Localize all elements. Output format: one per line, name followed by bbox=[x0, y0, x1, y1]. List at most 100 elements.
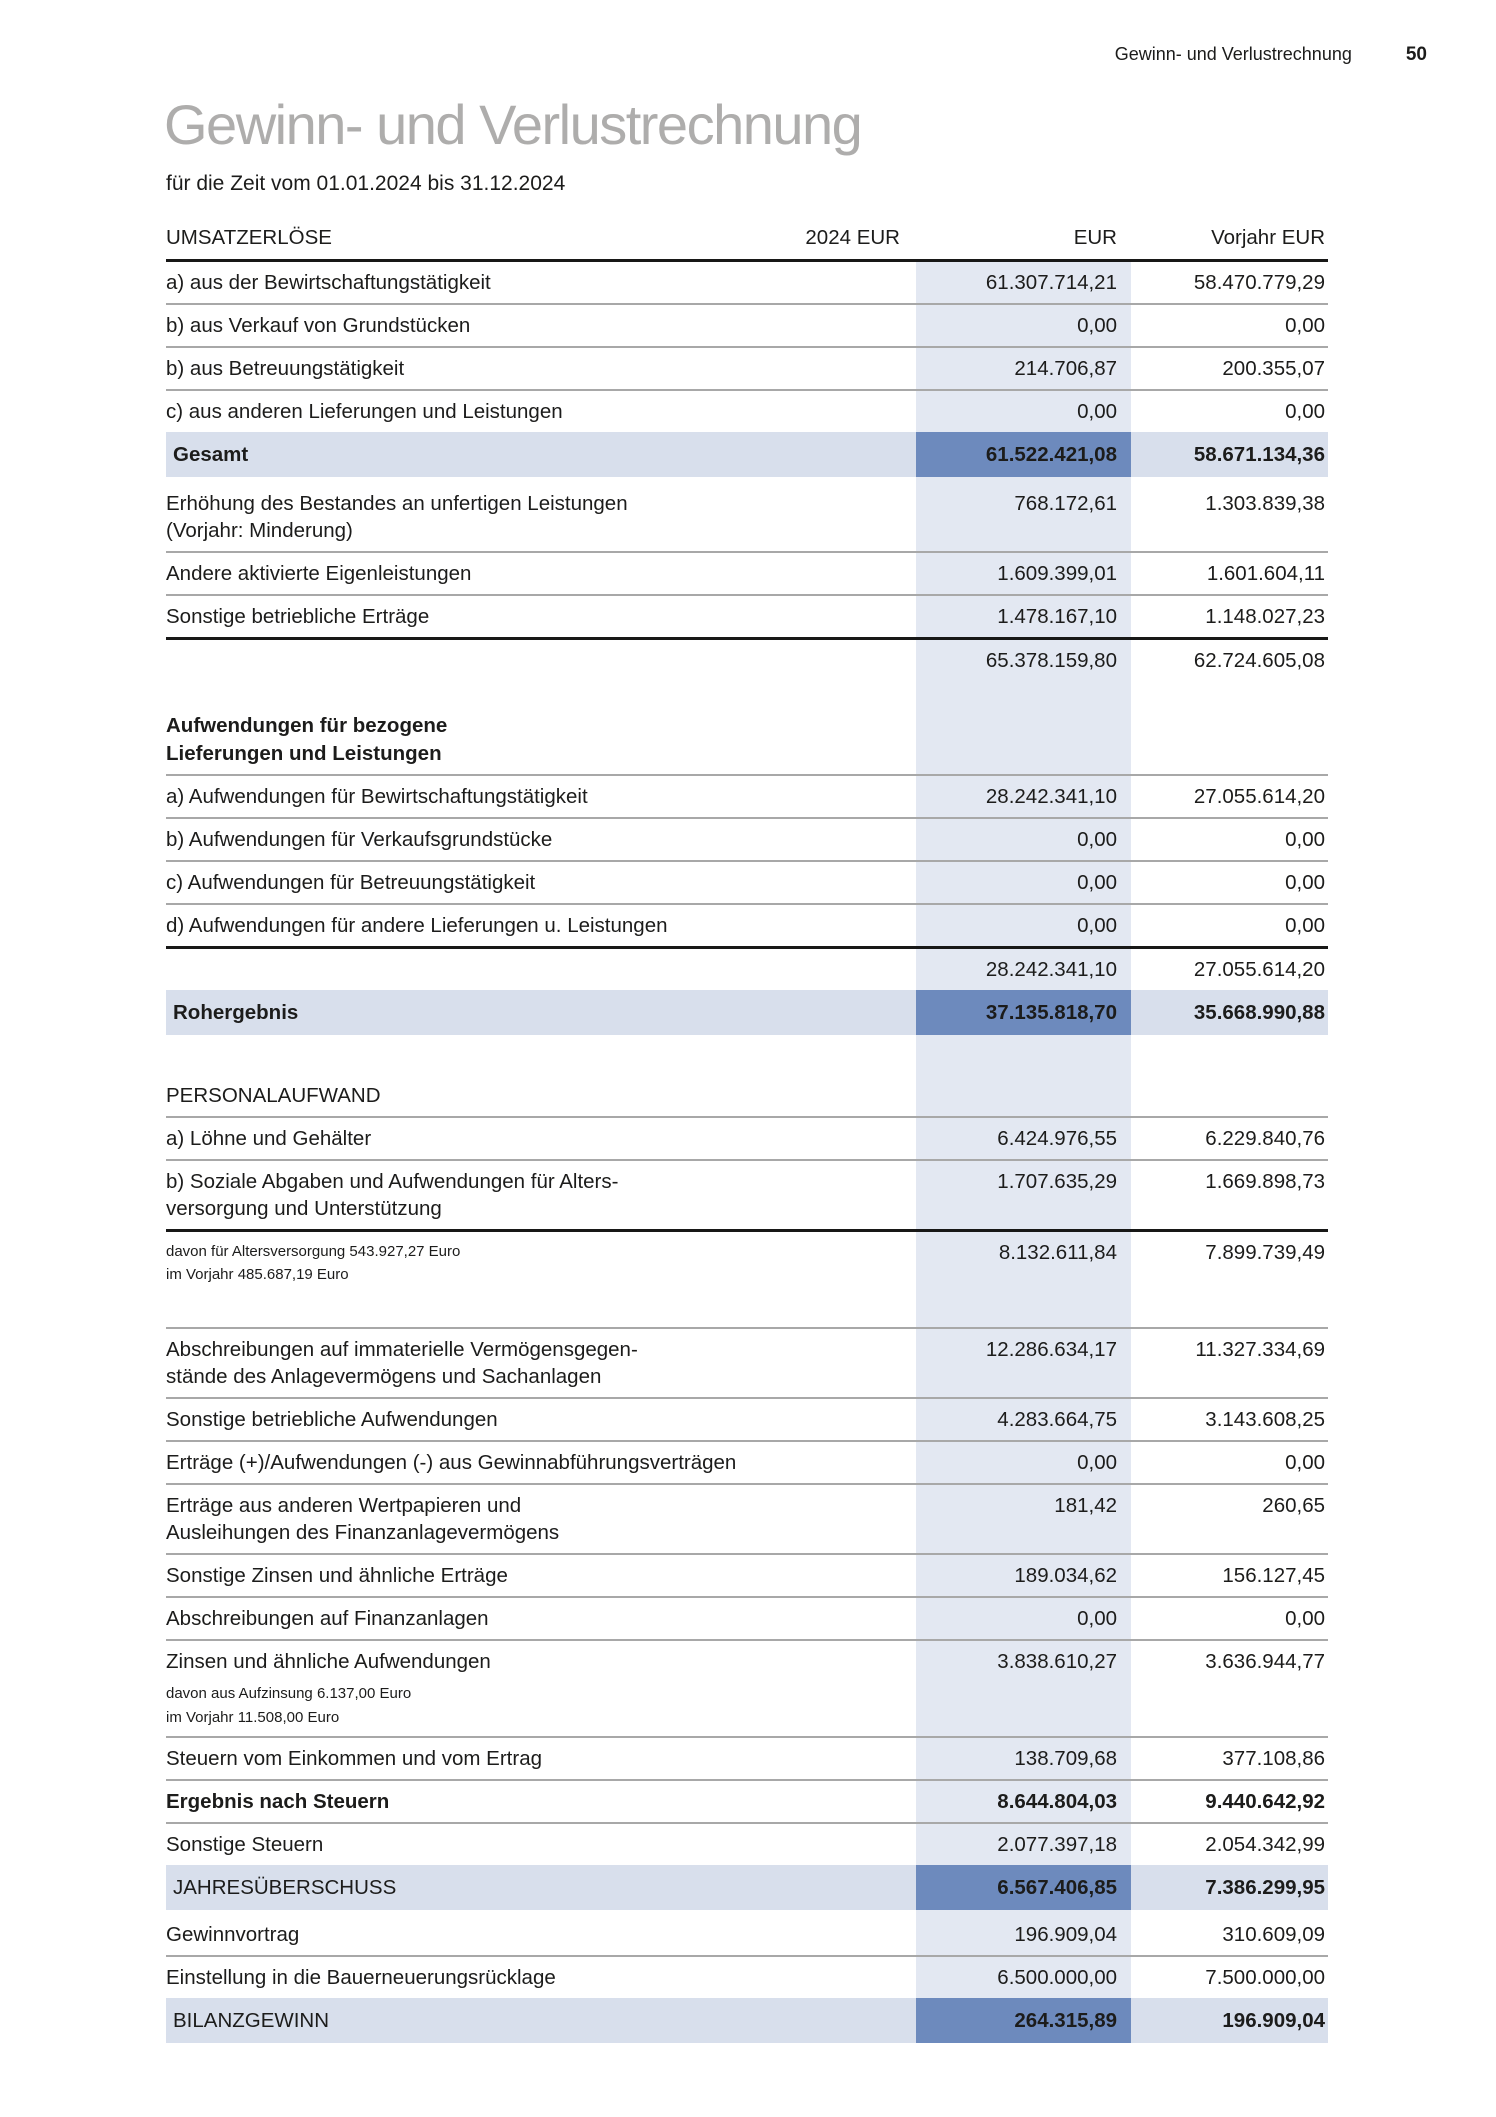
row-label: a) Löhne und Gehälter bbox=[166, 1126, 372, 1150]
row-value-vorjahr: 3.143.608,25 bbox=[1205, 1408, 1325, 1432]
running-header: Gewinn- und Verlustrechnung 50 bbox=[1115, 44, 1427, 66]
row-value-eur: 0,00 bbox=[916, 1598, 1131, 1640]
row-label-line2: im Vorjahr 485.687,19 Euro bbox=[166, 1265, 349, 1283]
table-row: Sonstige betriebliche Erträge 1.478.167,1… bbox=[166, 596, 1328, 641]
row-value-vorjahr bbox=[1131, 1035, 1328, 1075]
row-value-vorjahr: 1.601.604,11 bbox=[1206, 562, 1325, 586]
row-value-vorjahr: 310.609,09 bbox=[1222, 1923, 1325, 1947]
row-label-line2: versorgung und Unterstützung bbox=[166, 1196, 442, 1220]
row-value-eur: 65.378.159,80 bbox=[916, 640, 1131, 682]
row-value-eur: 0,00 bbox=[916, 818, 1131, 860]
row-label-line2: (Vorjahr: Minderung) bbox=[166, 519, 353, 543]
table-row: Erhöhung des Bestandes an unfertigen Lei… bbox=[166, 483, 1328, 554]
row-value-vorjahr: 11.327.334,69 bbox=[1195, 1338, 1325, 1362]
row-label: Erhöhung des Bestandes an unfertigen Lei… bbox=[166, 483, 916, 551]
table-header-row: UMSATZERLÖSE 2024 EUR EUR Vorjahr EUR bbox=[166, 226, 1328, 262]
row-value-eur: 768.172,61 bbox=[916, 483, 1131, 552]
row-value-eur bbox=[916, 1293, 1131, 1328]
column-header-2024-eur: 2024 EUR bbox=[805, 226, 900, 249]
row-label: a) Aufwendungen für Bewirtschaftungstäti… bbox=[166, 784, 588, 808]
row-value-vorjahr: 0,00 bbox=[1285, 1607, 1325, 1631]
row-value-eur: 8.644.804,03 bbox=[916, 1781, 1131, 1823]
row-label-line2: stände des Anlagevermögens und Sachanlag… bbox=[166, 1365, 602, 1389]
row-label: a) aus der Bewirtschaftungstätigkeit bbox=[166, 271, 491, 294]
table-row: Abschreibungen auf Finanzanlagen 0,00 0,00 bbox=[166, 1598, 1328, 1642]
row-value-vorjahr: 156.127,45 bbox=[1222, 1564, 1325, 1588]
row-value-vorjahr: 1.148.027,23 bbox=[1205, 605, 1325, 629]
row-label: davon für Altersversorgung 543.927,27 Eu… bbox=[166, 1232, 916, 1293]
row-value-vorjahr: 1.303.839,38 bbox=[1205, 492, 1325, 516]
table-row: Sonstige Steuern 2.077.397,18 2.054.342,99 bbox=[166, 1824, 1328, 1866]
spacer-row bbox=[166, 681, 1328, 706]
table-row: a) Aufwendungen für Bewirtschaftungstäti… bbox=[166, 775, 1328, 819]
table-row: b) aus Betreuungstätigkeit 214.706,87 200.… bbox=[166, 348, 1328, 392]
table-row: c) Aufwendungen für Betreuungstätigkeit 0… bbox=[166, 861, 1328, 905]
row-value-vorjahr: 27.055.614,20 bbox=[1193, 784, 1325, 808]
row-value-vorjahr: 6.229.840,76 bbox=[1205, 1126, 1325, 1150]
table-row: BILANZGEWINN 264.315,89 196.909,04 bbox=[166, 1998, 1328, 2044]
row-value-eur: 37.135.818,70 bbox=[916, 989, 1131, 1035]
row-value-eur: 1.707.635,29 bbox=[916, 1160, 1131, 1230]
table-row: Erträge aus anderen Wertpapieren und Ausl… bbox=[166, 1485, 1328, 1556]
row-value-eur: 1.478.167,10 bbox=[916, 596, 1131, 638]
row-value-vorjahr: 377.108,86 bbox=[1222, 1746, 1325, 1770]
table-row: Ergebnis nach Steuern 8.644.804,03 9.440.6… bbox=[166, 1781, 1328, 1825]
row-label: Erträge aus anderen Wertpapieren und Ausl… bbox=[166, 1485, 916, 1553]
row-label: Abschreibungen auf Finanzanlagen bbox=[166, 1607, 489, 1631]
row-label: Erträge (+)/Aufwendungen (-) aus Gewinna… bbox=[166, 1451, 737, 1475]
row-value-vorjahr: 0,00 bbox=[1285, 314, 1325, 338]
row-value-eur: 61.522.421,08 bbox=[916, 432, 1131, 478]
row-value-vorjahr: 0,00 bbox=[1285, 827, 1325, 851]
row-label: Sonstige Steuern bbox=[166, 1833, 324, 1857]
row-value-vorjahr: 260,65 bbox=[1262, 1494, 1325, 1518]
row-footnote: im Vorjahr 11.508,00 Euro bbox=[166, 1708, 340, 1726]
row-value-vorjahr: 0,00 bbox=[1285, 913, 1325, 937]
page-subtitle: für die Zeit vom 01.01.2024 bis 31.12.20… bbox=[166, 172, 566, 195]
table-row: b) Soziale Abgaben und Aufwendungen für … bbox=[166, 1160, 1328, 1233]
row-value-eur: 0,00 bbox=[916, 861, 1131, 903]
row-label: Zinsen und ähnliche Aufwendungen davon au… bbox=[166, 1641, 916, 1736]
row-value-vorjahr: 7.500.000,00 bbox=[1205, 1966, 1325, 1990]
row-label: Abschreibungen auf immaterielle Vermögen… bbox=[166, 1329, 916, 1397]
page-title: Gewinn- und Verlustrechnung bbox=[164, 93, 863, 156]
row-value-eur: 264.315,89 bbox=[916, 1998, 1131, 2044]
row-value-eur: 1.609.399,01 bbox=[916, 553, 1131, 595]
row-label: Sonstige Zinsen und ähnliche Erträge bbox=[166, 1564, 508, 1588]
row-label: Gesamt bbox=[173, 443, 249, 467]
row-value-vorjahr bbox=[1131, 705, 1328, 773]
row-label-line2: Ausleihungen des Finanzanlagevermögens bbox=[166, 1521, 560, 1545]
row-value-vorjahr: 0,00 bbox=[1285, 400, 1325, 424]
spacer-row bbox=[166, 1034, 1328, 1075]
row-value-vorjahr: 0,00 bbox=[1285, 870, 1325, 894]
row-label: Aufwendungen für bezogene Lieferungen und… bbox=[166, 705, 916, 773]
row-value-vorjahr: 1.669.898,73 bbox=[1205, 1169, 1325, 1193]
row-value-eur: 6.500.000,00 bbox=[916, 1957, 1131, 1999]
row-value-eur: 8.132.611,84 bbox=[916, 1232, 1131, 1294]
row-value-eur: 4.283.664,75 bbox=[916, 1399, 1131, 1441]
table-row: Aufwendungen für bezogene Lieferungen und… bbox=[166, 705, 1328, 776]
table-row: Steuern vom Einkommen und vom Ertrag 138.… bbox=[166, 1737, 1328, 1781]
row-value-eur: 189.034,62 bbox=[916, 1555, 1131, 1597]
row-value-eur: 0,00 bbox=[916, 1442, 1131, 1484]
row-value-eur: 214.706,87 bbox=[916, 348, 1131, 390]
spacer-row bbox=[166, 477, 1328, 484]
running-header-title: Gewinn- und Verlustrechnung bbox=[1114, 44, 1352, 64]
row-value-vorjahr bbox=[1131, 681, 1328, 705]
row-label: Gewinnvortrag bbox=[166, 1923, 300, 1947]
row-value-eur: 0,00 bbox=[916, 904, 1131, 946]
spacer-row bbox=[166, 1293, 1328, 1330]
row-label bbox=[166, 1293, 916, 1327]
table-row: Sonstige Zinsen und ähnliche Erträge 189.… bbox=[166, 1555, 1328, 1599]
row-label: c) aus anderen Lieferungen und Leistunge… bbox=[166, 400, 563, 424]
row-value-eur bbox=[916, 477, 1131, 484]
row-label: b) aus Betreuungstätigkeit bbox=[166, 357, 405, 381]
row-label-line2: Lieferungen und Leistungen bbox=[166, 741, 442, 765]
row-value-eur bbox=[916, 1074, 1131, 1116]
table-row: Erträge (+)/Aufwendungen (-) aus Gewinna… bbox=[166, 1442, 1328, 1486]
table-row: JAHRESÜBERSCHUSS 6.567.406,85 7.386.299,95 bbox=[166, 1865, 1328, 1911]
spacer-row bbox=[166, 1910, 1328, 1915]
row-value-eur: 28.242.341,10 bbox=[916, 948, 1131, 990]
row-value-eur: 2.077.397,18 bbox=[916, 1824, 1131, 1866]
table-row: c) aus anderen Lieferungen und Leistunge… bbox=[166, 391, 1328, 433]
row-label: d) Aufwendungen für andere Lieferungen u… bbox=[166, 913, 668, 937]
